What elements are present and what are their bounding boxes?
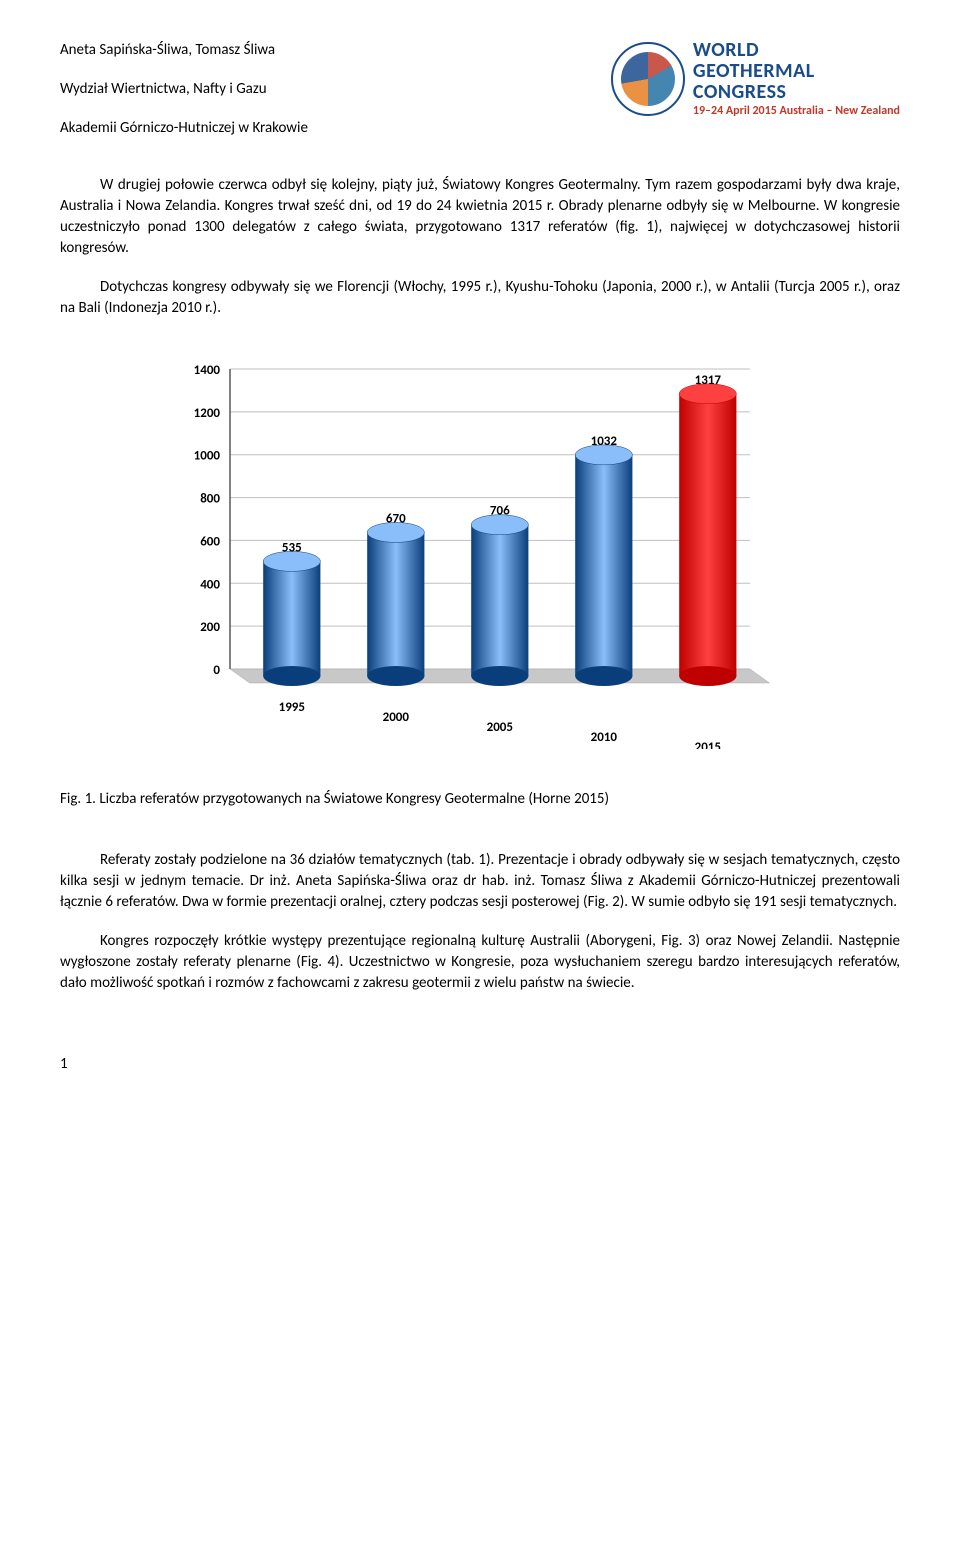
svg-text:1000: 1000 <box>194 449 221 464</box>
department-line: Wydział Wiertnictwa, Nafty i Gazu <box>60 79 611 100</box>
logo-line2: GEOTHERMAL <box>693 61 900 82</box>
svg-text:0: 0 <box>213 663 220 678</box>
logo-line3: CONGRESS <box>693 82 900 103</box>
globe-icon <box>611 42 685 116</box>
svg-text:600: 600 <box>200 534 220 549</box>
svg-text:1995: 1995 <box>279 700 305 715</box>
svg-text:1032: 1032 <box>591 434 618 449</box>
congress-logo: WORLD GEOTHERMAL CONGRESS 19–24 April 20… <box>611 40 900 118</box>
svg-text:2010: 2010 <box>591 730 618 745</box>
institution-line: Akademii Górniczo-Hutniczej w Krakowie <box>60 118 611 139</box>
svg-text:1317: 1317 <box>695 373 722 388</box>
page-number: 1 <box>60 1054 900 1075</box>
authors-line: Aneta Sapińska-Śliwa, Tomasz Śliwa <box>60 40 611 61</box>
figure-1-caption: Fig. 1. Liczba referatów przygotowanych … <box>60 789 900 810</box>
logo-line1: WORLD <box>693 40 900 61</box>
logo-text-block: WORLD GEOTHERMAL CONGRESS 19–24 April 20… <box>693 40 900 118</box>
paragraph-3: Referaty zostały podzielone na 36 działó… <box>60 850 900 913</box>
header-left: Aneta Sapińska-Śliwa, Tomasz Śliwa Wydzi… <box>60 40 611 157</box>
paragraph-1: W drugiej połowie czerwca odbył się kole… <box>60 175 900 259</box>
bar-chart-svg: 0 200 400 600 800 1000 1200 1400 535 1995 670 2000 7… <box>160 349 800 749</box>
svg-text:2005: 2005 <box>487 720 513 735</box>
svg-text:2015: 2015 <box>695 740 721 749</box>
paragraph-2: Dotychczas kongresy odbywały się we Flor… <box>60 277 900 319</box>
logo-subtitle: 19–24 April 2015 Australia – New Zealand <box>693 105 900 118</box>
svg-text:670: 670 <box>386 511 406 526</box>
svg-text:1400: 1400 <box>194 363 221 378</box>
svg-text:1200: 1200 <box>194 406 221 421</box>
svg-text:706: 706 <box>490 504 510 519</box>
svg-text:535: 535 <box>282 540 302 555</box>
paragraph-4: Kongres rozpoczęły krótkie występy preze… <box>60 931 900 994</box>
svg-text:2000: 2000 <box>383 710 410 725</box>
figure-1-chart: 0 200 400 600 800 1000 1200 1400 535 1995 670 2000 7… <box>160 349 800 749</box>
svg-text:200: 200 <box>200 620 220 635</box>
document-header: Aneta Sapińska-Śliwa, Tomasz Śliwa Wydzi… <box>60 40 900 157</box>
svg-text:400: 400 <box>200 577 220 592</box>
svg-text:800: 800 <box>200 492 220 507</box>
